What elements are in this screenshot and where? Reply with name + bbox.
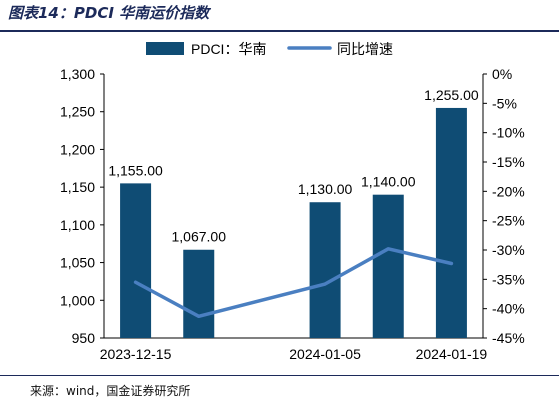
bar bbox=[120, 183, 152, 338]
right-y-tick-label: -10% bbox=[492, 125, 525, 141]
x-tick-label: 2023-12-15 bbox=[100, 346, 172, 362]
bar bbox=[183, 249, 215, 338]
legend-swatch-bar bbox=[146, 42, 184, 55]
left-y-tick-label: 1,100 bbox=[60, 217, 95, 233]
right-y-tick-label: -45% bbox=[492, 330, 525, 346]
bar-data-label: 1,067.00 bbox=[172, 229, 227, 245]
right-y-tick-label: -5% bbox=[492, 95, 517, 111]
x-tick-label: 2024-01-19 bbox=[416, 346, 488, 362]
left-y-tick-label: 1,150 bbox=[60, 179, 95, 195]
source-divider bbox=[0, 375, 559, 376]
left-y-tick-label: 950 bbox=[72, 330, 96, 346]
right-y-tick-label: -35% bbox=[492, 271, 525, 287]
right-y-tick-label: -15% bbox=[492, 154, 525, 170]
chart: 950 1,000 1,050 1,100 1,150 1,200 1,250 1,300 0%… bbox=[60, 41, 525, 362]
left-y-tick-label: 1,250 bbox=[60, 104, 95, 120]
legend-label-line: 同比增速 bbox=[337, 41, 393, 57]
figure-title: 图表14：PDCI 华南运价指数 bbox=[8, 4, 210, 22]
left-y-tick-label: 1,300 bbox=[60, 66, 95, 82]
bar bbox=[372, 194, 404, 338]
right-y-tick-label: -40% bbox=[492, 301, 525, 317]
left-y-tick-label: 1,200 bbox=[60, 141, 95, 157]
bar-data-label: 1,255.00 bbox=[424, 87, 479, 103]
left-y-tick-label: 1,050 bbox=[60, 255, 95, 271]
line-series-yoy bbox=[133, 247, 454, 319]
right-y-tick-label: -25% bbox=[492, 213, 525, 229]
legend-label-bar: PDCI：华南 bbox=[191, 41, 266, 57]
bar-data-label: 1,140.00 bbox=[361, 174, 416, 190]
bar bbox=[309, 202, 341, 338]
title-divider bbox=[0, 30, 559, 32]
x-tick-label: 2024-01-05 bbox=[289, 346, 361, 362]
left-y-tick-label: 1,000 bbox=[60, 292, 95, 308]
bar-data-label: 1,130.00 bbox=[298, 181, 353, 197]
source-note: 来源：wind，国金证券研究所 bbox=[30, 384, 191, 398]
bar-data-label: 1,155.00 bbox=[108, 162, 163, 178]
right-y-tick-label: 0% bbox=[492, 66, 512, 82]
bar bbox=[435, 107, 467, 338]
right-y-tick-label: -20% bbox=[492, 183, 525, 199]
right-y-tick-label: -30% bbox=[492, 242, 525, 258]
